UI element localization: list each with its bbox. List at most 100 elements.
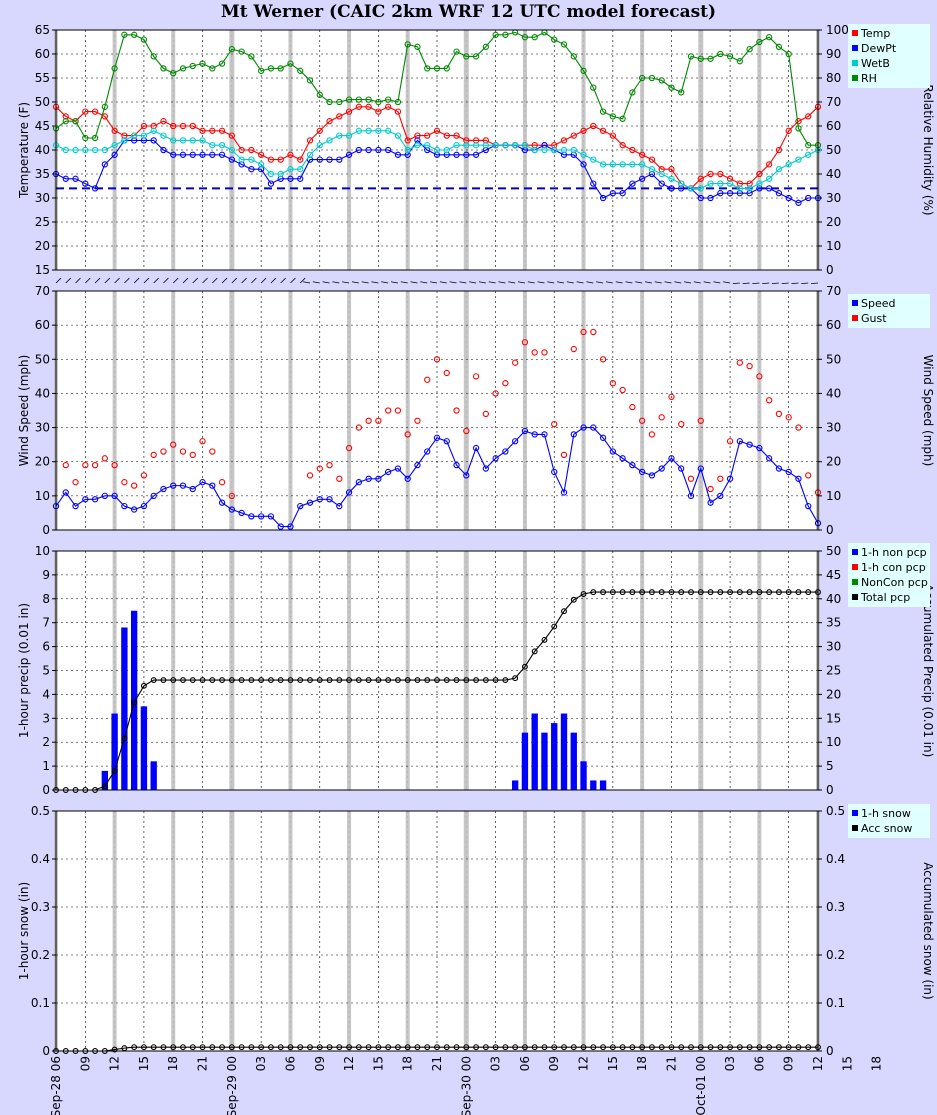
series-RH-point — [238, 48, 245, 55]
series-Gust-point — [414, 417, 421, 424]
series-RH-point — [179, 65, 187, 72]
wind-arrow — [280, 277, 286, 284]
series-WetB-point — [453, 142, 460, 149]
series-DewPt-point — [697, 194, 704, 202]
series-Speed-point — [521, 427, 529, 435]
legend-entry: RH — [861, 72, 877, 85]
series-RH-point — [707, 55, 714, 62]
series-DewPt-point — [267, 180, 275, 187]
precip-bar — [580, 761, 587, 790]
series-Acc-snow-point — [580, 1044, 587, 1051]
series-Total-pcp-point — [580, 591, 587, 597]
series-Total-pcp-point — [766, 589, 773, 596]
series-Speed-point — [492, 455, 499, 462]
series-Temp-point — [443, 132, 450, 139]
series-Total-pcp-point — [688, 589, 694, 596]
series-Temp-point — [599, 127, 607, 134]
series-DewPt-point — [170, 151, 177, 158]
series-RH-point — [463, 53, 470, 60]
series-RH-point — [795, 125, 802, 132]
series-Speed-point — [365, 475, 372, 482]
series-RH-point — [482, 43, 489, 50]
y-tick-label: 9 — [42, 568, 50, 582]
y-tick-label-right: 0 — [826, 783, 834, 797]
series-RH-point — [355, 96, 362, 103]
y-tick-label: 65 — [35, 23, 50, 37]
series-DewPt-point — [619, 190, 626, 197]
series-RH-point — [306, 77, 314, 84]
series-RH-point — [599, 108, 607, 115]
series-WetB-point — [658, 170, 665, 178]
y-tick-label-right: 40 — [826, 167, 841, 181]
series-Speed-point — [736, 438, 743, 445]
x-tick-label: Sep-30 00 — [459, 1056, 473, 1115]
y-tick-label: 4 — [42, 687, 50, 701]
legend-entry: WetB — [861, 57, 890, 70]
plot-border — [55, 550, 819, 791]
series-RH-point — [72, 118, 79, 125]
series-RH-point — [228, 46, 235, 53]
series-RH-point — [287, 60, 294, 67]
series-Total-pcp-point — [795, 589, 802, 596]
series-WetB-point — [365, 127, 372, 134]
series-Acc-snow-point — [140, 1044, 147, 1051]
series-WetB-point — [531, 146, 538, 154]
legend-swatch — [852, 45, 858, 51]
series-RH-point — [766, 34, 773, 41]
series-Gust-point — [160, 448, 167, 455]
y-tick-label-right: 20 — [826, 215, 841, 229]
series-Gust-point — [179, 448, 187, 455]
y-tick-label-right: 5 — [826, 759, 834, 773]
precip-bar — [531, 713, 538, 790]
precip-bar — [140, 706, 148, 790]
series-RH-point — [775, 43, 783, 50]
series-WetB-point — [121, 137, 128, 144]
y-tick-label: 15 — [35, 263, 50, 277]
series-Total-pcp-line — [56, 591, 818, 791]
wind-arrow — [557, 281, 565, 284]
series-WetB-point — [687, 185, 695, 192]
y-tick-label: 30 — [35, 191, 50, 205]
wind-arrow — [332, 281, 340, 284]
series-Total-pcp-point — [785, 589, 792, 596]
wind-arrow — [260, 277, 267, 284]
series-Temp-point — [336, 113, 343, 120]
series-Acc-snow-point — [316, 1044, 323, 1051]
series-RH-point — [726, 53, 734, 60]
series-Temp-point — [795, 118, 802, 125]
series-Speed-point — [687, 492, 695, 500]
series-Speed-point — [258, 513, 265, 520]
series-Acc-snow-point — [277, 1044, 284, 1051]
series-Gust-point — [512, 359, 519, 366]
wind-arrow — [312, 281, 320, 284]
series-WetB-point — [228, 146, 235, 154]
legend-swatch — [852, 825, 858, 831]
series-Temp-point — [189, 122, 196, 130]
series-Acc-snow-point — [111, 1046, 118, 1053]
series-DewPt-point — [62, 175, 69, 182]
series-RH-point — [62, 118, 69, 125]
wind-arrow — [322, 281, 330, 284]
series-Total-pcp-point — [473, 677, 480, 684]
series-Gust-point — [326, 461, 333, 469]
series-Temp-point — [170, 122, 177, 130]
series-Speed-point — [433, 434, 441, 441]
y-tick-label: 5 — [42, 664, 50, 678]
precip-bar — [511, 780, 519, 790]
series-Acc-snow-point — [355, 1044, 362, 1051]
y-tick-label: 0 — [42, 783, 50, 797]
series-Speed-point — [306, 499, 314, 506]
series-RH-point — [580, 67, 587, 74]
series-Total-pcp-point — [385, 677, 392, 684]
wind-arrow — [192, 277, 199, 284]
wind-arrow — [75, 277, 81, 284]
series-WetB-point — [756, 180, 763, 187]
x-tick-label: 03 — [723, 1056, 737, 1071]
series-Acc-snow-point — [473, 1044, 480, 1051]
series-Speed-point — [502, 448, 509, 455]
series-Acc-snow-point — [297, 1044, 304, 1051]
wind-arrow — [94, 277, 101, 284]
series-WetB-point — [707, 180, 714, 187]
series-RH-point — [492, 31, 499, 38]
